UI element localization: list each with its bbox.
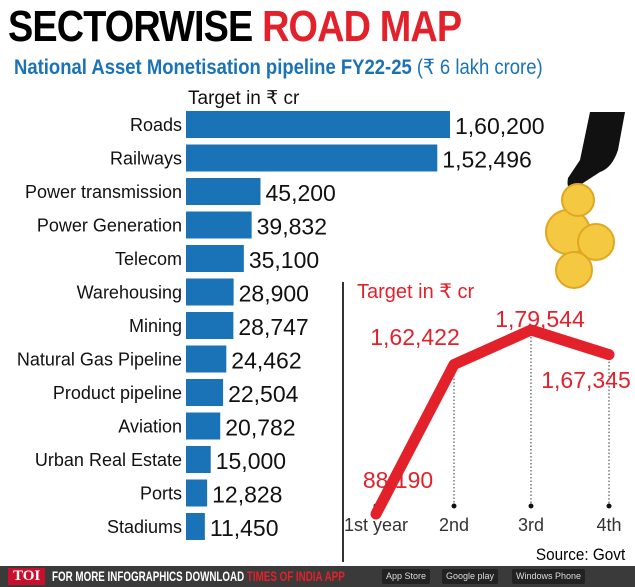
bar-category-label: Power transmission <box>25 182 182 202</box>
bar-category-label: Mining <box>129 316 182 336</box>
source-note: Source: Govt <box>535 545 625 564</box>
page-title: SECTORWISE ROAD MAP <box>8 2 462 52</box>
bar <box>186 446 211 473</box>
bar-category-label: Ports <box>140 484 182 504</box>
app-store-badge[interactable]: App Store <box>382 569 431 584</box>
bar <box>186 111 450 138</box>
bar <box>186 245 244 272</box>
line-value-label: 88,190 <box>363 467 433 493</box>
line-chart-title: Target in ₹ cr <box>357 281 475 303</box>
x-tick-label: 3rd <box>518 515 544 535</box>
x-tick-label: 2nd <box>439 515 469 535</box>
bar-value-label: 1,60,200 <box>455 113 545 139</box>
bar-value-label: 35,100 <box>249 247 319 273</box>
bar-category-label: Railways <box>110 149 182 169</box>
bar-category-label: Stadiums <box>107 517 182 537</box>
bar-value-label: 28,747 <box>238 314 308 340</box>
bar <box>186 312 234 339</box>
bar <box>186 412 221 440</box>
bar <box>186 144 438 172</box>
subtitle-plain: (₹ 6 lakh crore) <box>416 56 543 79</box>
bar-category-label: Warehousing <box>77 283 182 303</box>
bar-category-label: Power Generation <box>37 216 182 236</box>
title-part2: ROAD MAP <box>262 2 462 51</box>
subtitle-bold: National Asset Monetisation pipeline FY2… <box>14 56 412 79</box>
bar-value-label: 11,450 <box>210 515 279 541</box>
bar <box>186 278 234 306</box>
bar <box>186 513 205 540</box>
title-part1: SECTORWISE <box>8 2 253 51</box>
footer-app: TIMES OF INDIA APP <box>246 568 345 584</box>
bar-value-label: 1,52,496 <box>442 147 532 173</box>
toi-logo: TOI <box>8 568 46 585</box>
bar-value-label: 24,462 <box>231 348 301 374</box>
subtitle: National Asset Monetisation pipeline FY2… <box>14 55 543 80</box>
bar-category-label: Aviation <box>118 417 182 437</box>
google-play-badge[interactable]: Google play <box>442 569 499 584</box>
footer-banner: TOI FOR MORE INFOGRAPHICS DOWNLOAD TIMES… <box>0 566 635 587</box>
bar-value-label: 45,200 <box>265 180 335 206</box>
axis-tick-dot <box>606 503 612 509</box>
axis-tick-dot <box>528 503 534 509</box>
bar <box>186 178 261 205</box>
bar-value-label: 15,000 <box>216 448 286 474</box>
footer-text: FOR MORE INFOGRAPHICS DOWNLOAD <box>52 568 245 584</box>
bar-value-label: 20,782 <box>225 415 295 441</box>
bar <box>186 345 227 373</box>
bar <box>186 211 252 239</box>
bar-category-label: Product pipeline <box>53 383 182 403</box>
bar-value-label: 39,832 <box>257 214 327 240</box>
chart-canvas: Target in ₹ cr Roads 1,60,200 Railways 1,52,… <box>17 88 631 562</box>
bar-category-label: Roads <box>130 115 182 135</box>
windows-phone-badge[interactable]: Windows Phone <box>512 569 586 584</box>
footer-message: FOR MORE INFOGRAPHICS DOWNLOAD TIMES OF … <box>52 568 345 585</box>
bar-category-label: Urban Real Estate <box>35 450 182 470</box>
bar-value-label: 12,828 <box>212 482 282 508</box>
axis-tick-dot <box>451 503 457 509</box>
line-series <box>370 324 615 520</box>
line-value-label: 1,62,422 <box>370 324 460 350</box>
line-value-label: 1,67,345 <box>541 367 631 393</box>
bar-value-label: 22,504 <box>228 381 299 407</box>
line-value-label: 1,79,544 <box>495 306 585 332</box>
bar-value-label: 28,900 <box>239 281 309 307</box>
bar-category-label: Natural Gas Pipeline <box>17 350 182 370</box>
bar <box>186 379 224 406</box>
bar-chart-title: Target in ₹ cr <box>188 88 300 109</box>
bar <box>186 479 208 507</box>
hand-coins-illustration <box>545 112 625 289</box>
bar-category-label: Telecom <box>115 249 182 269</box>
x-tick-label: 4th <box>596 515 621 535</box>
x-tick-label: 1st year <box>344 515 408 535</box>
